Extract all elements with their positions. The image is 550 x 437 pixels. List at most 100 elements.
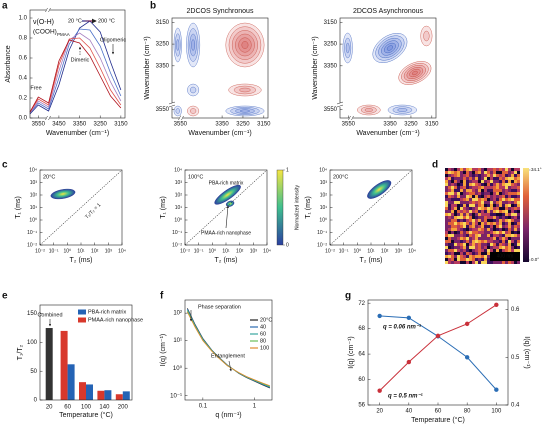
texture-cell xyxy=(475,204,478,207)
texture-cell xyxy=(508,168,511,171)
contour-level xyxy=(342,32,353,64)
texture-cell xyxy=(448,192,451,195)
texture-cell xyxy=(487,246,490,249)
texture-cell xyxy=(472,180,475,183)
texture-cell xyxy=(490,228,493,231)
texture-cell xyxy=(517,180,520,183)
texture-cell xyxy=(505,234,508,237)
texture-cell xyxy=(481,177,484,180)
texture-cell xyxy=(472,204,475,207)
colorbar-label: Normalized intensity xyxy=(294,184,300,230)
texture-cell xyxy=(481,192,484,195)
contour-level xyxy=(398,61,432,85)
texture-cell xyxy=(445,258,448,261)
texture-cell xyxy=(457,195,460,198)
texture-cell xyxy=(499,195,502,198)
texture-cell xyxy=(508,225,511,228)
texture-cell xyxy=(478,174,481,177)
texture-cell xyxy=(454,201,457,204)
texture-cell xyxy=(496,240,499,243)
texture-cell xyxy=(448,252,451,255)
texture-cell xyxy=(496,198,499,201)
texture-cell xyxy=(505,213,508,216)
bar xyxy=(67,364,75,400)
texture-cell xyxy=(451,174,454,177)
texture-cell xyxy=(457,243,460,246)
texture-cell xyxy=(451,234,454,237)
texture-cell xyxy=(469,183,472,186)
contour-level xyxy=(384,42,396,54)
texture-cell xyxy=(496,243,499,246)
texture-cell xyxy=(472,192,475,195)
texture-cell xyxy=(451,216,454,219)
texture-cell xyxy=(469,168,472,171)
texture-cell xyxy=(502,201,505,204)
texture-cell xyxy=(475,180,478,183)
texture-cell xyxy=(502,183,505,186)
contour-level xyxy=(420,25,433,47)
texture-cell xyxy=(445,219,448,222)
texture-cell xyxy=(445,201,448,204)
texture-cell xyxy=(481,222,484,225)
texture-cell xyxy=(463,180,466,183)
texture-cell xyxy=(505,231,508,234)
arrow xyxy=(225,205,230,229)
bar xyxy=(45,328,53,400)
texture-cell xyxy=(460,252,463,255)
texture-cell xyxy=(463,213,466,216)
texture-cell xyxy=(517,201,520,204)
texture-cell xyxy=(496,201,499,204)
texture-cell xyxy=(457,240,460,243)
texture-cell xyxy=(505,168,508,171)
texture-cell xyxy=(496,246,499,249)
texture-cell xyxy=(469,234,472,237)
texture-cell xyxy=(508,174,511,177)
texture-cell xyxy=(502,219,505,222)
texture-cell xyxy=(457,246,460,249)
texture-cell xyxy=(472,171,475,174)
texture-cell xyxy=(457,168,460,171)
texture-cell xyxy=(514,246,517,249)
texture-cell xyxy=(487,207,490,210)
texture-cell xyxy=(484,240,487,243)
texture-cell xyxy=(481,228,484,231)
texture-cell xyxy=(466,189,469,192)
texture-cell xyxy=(487,219,490,222)
texture-cell xyxy=(493,249,496,252)
colorbar-tick-label: 0 xyxy=(286,242,289,248)
y-tick-label: 0 xyxy=(34,398,38,404)
texture-cell xyxy=(445,222,448,225)
contour-level xyxy=(239,109,250,113)
texture-cell xyxy=(478,189,481,192)
texture-cell xyxy=(508,201,511,204)
y-axis-label: T₁/T₂ xyxy=(17,344,24,360)
texture-cell xyxy=(484,258,487,261)
x-tick-label: 3550 xyxy=(32,122,46,128)
texture-cell xyxy=(466,255,469,258)
series-line xyxy=(29,32,122,114)
x-tick-label: 60 xyxy=(435,409,442,415)
texture-cell xyxy=(517,168,520,171)
texture-cell xyxy=(493,177,496,180)
texture-cell xyxy=(481,195,484,198)
texture-cell xyxy=(502,228,505,231)
x-tick-label: 3350 xyxy=(383,122,397,128)
texture-cell xyxy=(496,174,499,177)
texture-cell xyxy=(472,177,475,180)
texture-cell xyxy=(517,249,520,252)
contour-level xyxy=(235,108,255,114)
texture-cell xyxy=(460,240,463,243)
texture-cell xyxy=(460,168,463,171)
texture-cell xyxy=(517,219,520,222)
texture-cell xyxy=(466,261,469,264)
texture-cell xyxy=(490,219,493,222)
series-line xyxy=(29,37,122,113)
x-tick-label: 3150 xyxy=(114,122,128,128)
texture-cell xyxy=(484,180,487,183)
texture-cell xyxy=(499,168,502,171)
texture-cell xyxy=(481,237,484,240)
x-tick-label: 3250 xyxy=(94,122,108,128)
texture-cell xyxy=(457,222,460,225)
texture-cell xyxy=(499,213,502,216)
point xyxy=(406,359,412,365)
